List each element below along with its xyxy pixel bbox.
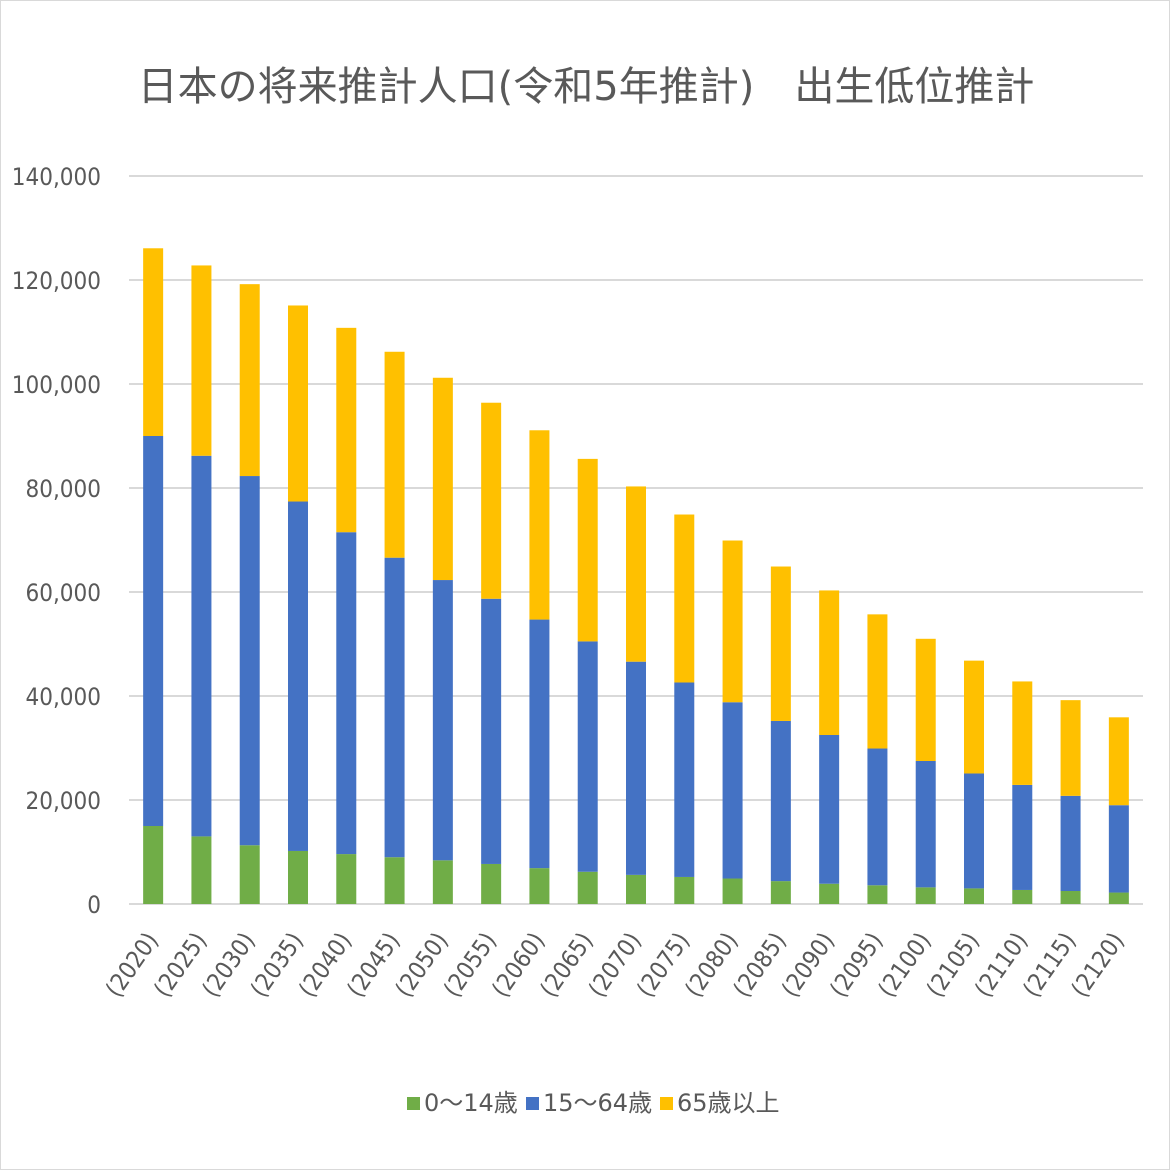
bar-segment [239,284,260,477]
bar-segment [867,748,888,886]
x-tick-label: (2120) [1066,927,1130,1002]
y-tick-label: 0 [87,891,101,919]
legend-label: 15～64歳 [543,1089,652,1117]
bar-segment [1108,805,1129,893]
bar-segment [1108,717,1129,806]
bars [143,248,1129,904]
y-tick-label: 80,000 [25,475,101,503]
bar-segment [239,845,260,904]
bar-segment [819,883,840,904]
bar-segment [1060,700,1081,796]
bar-segment [288,305,308,502]
bar-segment [626,661,646,875]
bar-segment [964,660,984,774]
y-tick-label: 40,000 [25,683,101,711]
legend-item: 0～14歳 [407,1089,518,1117]
bar-segment [481,598,502,864]
bar-segment [529,430,550,620]
bar-segment [384,351,405,558]
bar-segment [1012,889,1033,904]
bar-segment [288,850,308,904]
bar-segment [529,868,550,904]
bar-segment [432,377,453,581]
bar-segment [915,638,936,761]
bar-segment [143,436,164,826]
y-tick-label: 60,000 [25,579,101,607]
bar-segment [384,857,405,904]
x-axis: (2020)(2025)(2030)(2035)(2040)(2045)(205… [100,927,1130,1002]
legend-label: 0～14歳 [424,1089,518,1117]
bar-segment [819,590,840,735]
legend: 0～14歳 15～64歳 65歳以上 [407,1089,780,1117]
bar-segment [336,532,357,855]
bar-segment [288,501,308,851]
bar-segment [336,854,357,904]
bar-segment [143,248,164,436]
legend-swatch [407,1097,420,1110]
y-axis: 0 20,000 40,000 60,000 80,000 100,000 120,000 1… [12,163,101,919]
bar-segment [964,888,984,904]
bar-segment [674,876,695,904]
bar-segment [1060,891,1081,904]
bar-segment [577,641,598,872]
y-tick-label: 140,000 [12,163,101,191]
bar-segment [1012,681,1033,785]
bar-segment [915,761,936,888]
bar-segment [626,874,646,904]
bar-segment [867,614,888,749]
bar-segment [770,720,791,882]
bar-segment [674,514,695,683]
bar-segment [1012,784,1033,890]
bar-segment [191,455,212,837]
bar-segment [867,885,888,904]
legend-swatch [660,1097,673,1110]
bar-segment [819,735,840,884]
bar-segment [722,702,743,879]
legend-swatch [526,1097,539,1110]
bar-segment [481,863,502,904]
bar-segment [577,871,598,904]
bar-segment [191,836,212,904]
bar-segment [770,566,791,721]
y-tick-label: 20,000 [25,787,101,815]
bar-segment [336,327,357,533]
bar-segment [239,476,260,846]
bar-segment [529,619,550,869]
legend-label: 65歳以上 [677,1089,780,1117]
chart-title: 日本の将来推計人口(令和5年推計) 出生低位推計 [138,64,1035,110]
bar-segment [626,486,646,662]
bar-segment [964,773,984,889]
bar-segment [384,557,405,858]
bar-segment [674,682,695,877]
bar-segment [722,878,743,904]
bar-segment [722,540,743,703]
bar-segment [577,458,598,642]
y-tick-label: 100,000 [12,371,101,399]
bar-segment [191,265,212,456]
bar-segment [915,887,936,904]
legend-item: 15～64歳 [526,1089,652,1117]
bar-segment [481,402,502,599]
y-tick-label: 120,000 [12,267,101,295]
legend-item: 65歳以上 [660,1089,780,1117]
bar-segment [432,580,453,861]
bar-segment [1060,795,1081,891]
bar-segment [432,860,453,904]
bar-segment [143,826,164,904]
bar-segment [1108,892,1129,904]
bar-segment [770,881,791,904]
